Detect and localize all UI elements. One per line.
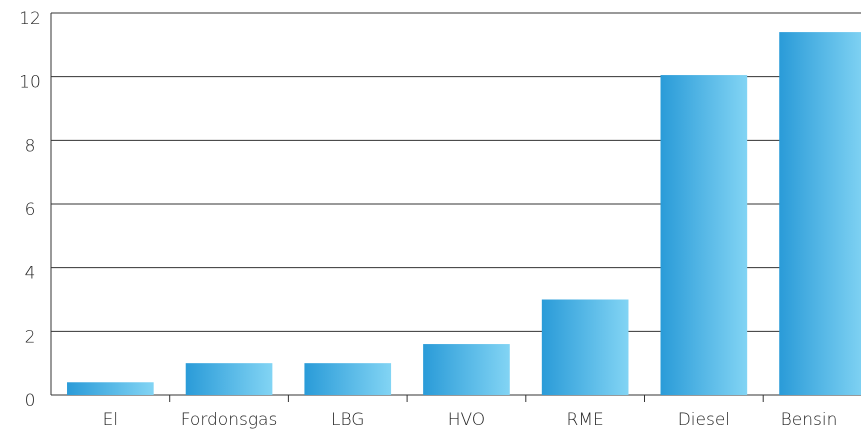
x-tick-label: Diesel	[678, 410, 730, 430]
x-tick-label: Fordonsgas	[181, 410, 278, 430]
x-tick-label: Bensin	[781, 410, 838, 430]
x-tick-label: RME	[567, 410, 604, 430]
y-tick-label: 12	[19, 9, 41, 29]
x-tick-label: LBG	[331, 410, 364, 430]
bar	[67, 382, 154, 395]
bar	[541, 299, 629, 395]
bar	[304, 363, 392, 395]
y-tick-label: 0	[25, 391, 36, 411]
x-tick-label: HVO	[448, 410, 486, 430]
y-tick-label: 6	[25, 200, 36, 220]
bar	[423, 344, 510, 395]
y-tick-label: 10	[19, 73, 41, 93]
bar	[660, 75, 748, 395]
x-tick-label: El	[103, 410, 118, 430]
bar	[779, 32, 861, 395]
bar	[185, 363, 273, 395]
y-tick-label: 4	[25, 264, 36, 284]
y-tick-label: 2	[25, 327, 36, 347]
y-tick-label: 8	[25, 136, 36, 156]
